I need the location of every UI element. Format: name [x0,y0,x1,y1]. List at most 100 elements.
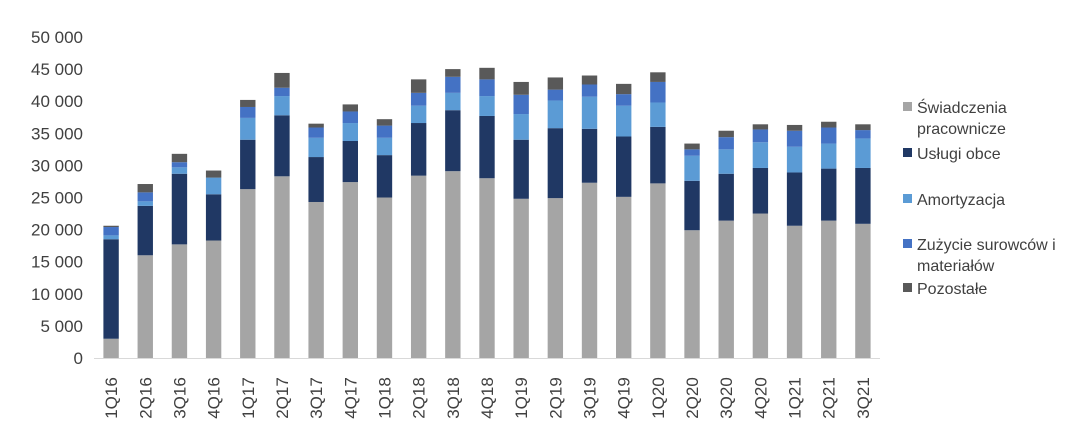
bar-segment [650,81,666,103]
bar-segment [342,111,358,124]
bar-stack-2Q18 [410,79,427,358]
bar-stack-2Q17 [274,72,290,358]
bar-segment [205,170,222,178]
y-tick-label: 15 000 [31,253,83,272]
bar-stack-3Q16 [171,153,188,358]
bar-segment [513,81,529,95]
bar-segment [410,123,427,176]
x-tick-label: 3Q18 [444,377,463,419]
bar-segment [445,110,461,172]
bar-segment [821,168,837,221]
legend-item: Pozostałe [903,281,987,298]
x-tick-label: 1Q16 [102,377,121,419]
bar-stack-1Q20 [650,72,666,358]
bar-segment [547,100,564,129]
legend-swatch [903,148,912,157]
bar-segment [103,225,119,228]
x-tick-label: 3Q17 [307,377,326,419]
x-tick-label: 2Q20 [683,377,702,419]
bar-segment [479,67,495,80]
bar-segment [376,155,393,198]
bar-segment [513,139,529,199]
legend-item: Amortyzacja [903,192,1005,209]
bar-segment [752,167,769,214]
legend-label: Świadczenia [917,98,1007,117]
bar-segment [752,124,769,130]
bar-segment [479,96,495,116]
bar-segment [308,157,324,202]
bar-stack-2Q16 [137,184,153,358]
bar-segment [445,92,461,111]
bar-segment [445,76,461,93]
bar-segment [855,167,871,224]
bar-segment [684,230,700,358]
y-tick-label: 35 000 [31,124,83,143]
bar-segment [103,227,119,236]
bar-segment [616,136,632,197]
bar-segment [342,123,358,142]
bar-segment [376,197,393,358]
bar-segment [410,105,427,124]
bar-segment [171,167,188,174]
x-tick-label: 1Q17 [239,377,258,419]
bar-segment [513,114,529,140]
bar-stack-3Q19 [581,75,598,358]
bar-segment [171,162,188,168]
y-tick-label: 0 [74,349,83,368]
bar-segment [342,104,358,112]
bars [103,67,871,358]
bar-segment [650,126,666,184]
bar-segment [274,87,290,97]
x-tick-label: 3Q20 [717,377,736,419]
bar-stack-1Q17 [240,99,256,358]
y-tick-label: 30 000 [31,156,83,175]
x-tick-label: 4Q19 [615,377,634,419]
bar-segment [684,143,700,150]
bar-segment [821,220,837,358]
y-tick-label: 50 000 [31,28,83,47]
bar-segment [274,96,290,116]
y-tick-label: 45 000 [31,60,83,79]
x-tick-label: 2Q17 [273,377,292,419]
bar-segment [274,72,290,88]
bar-segment [616,94,632,106]
bar-segment [718,130,734,138]
bar-stack-4Q18 [479,67,495,358]
bar-stack-1Q16 [103,225,119,358]
x-tick-label: 4Q16 [205,377,224,419]
bar-segment [718,220,734,358]
x-tick-label: 1Q20 [649,377,668,419]
bar-segment [581,75,598,85]
y-tick-label: 5 000 [40,317,83,336]
bar-stack-1Q18 [376,119,393,358]
bar-segment [274,115,290,177]
x-tick-label: 1Q21 [786,377,805,419]
legend-label: pracownicze [917,121,1006,138]
bar-stack-2Q20 [684,143,700,358]
x-tick-label: 1Q18 [375,377,394,419]
bar-stack-3Q18 [445,69,461,358]
legend-label: Pozostałe [917,281,987,298]
x-tick-label: 2Q18 [410,377,429,419]
bar-segment [274,176,290,358]
x-tick-label: 4Q18 [478,377,497,419]
x-axis: 1Q16 2Q16 3Q16 4Q16 1Q17 2Q17 3Q17 4Q17 1Q18 2Q18… [94,358,880,419]
bar-segment [240,189,256,358]
bar-segment [376,137,393,156]
bar-segment [513,198,529,358]
bar-segment [205,177,222,195]
bar-segment [137,255,153,358]
x-tick-label: 4Q17 [341,377,360,419]
bar-segment [821,143,837,169]
bar-segment [684,155,700,181]
bar-segment [445,69,461,77]
bar-segment [718,137,734,150]
x-tick-label: 4Q20 [751,377,770,419]
y-tick-label: 25 000 [31,189,83,208]
x-tick-label: 3Q16 [170,377,189,419]
bar-segment [103,338,119,358]
bar-segment [103,235,119,240]
bar-stack-4Q20 [752,124,769,358]
bar-segment [650,183,666,358]
